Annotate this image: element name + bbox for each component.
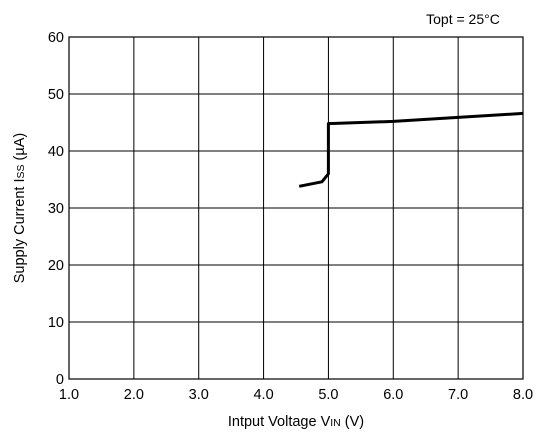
y-axis-ticks: 0 10 20 30 40 50 60 <box>48 30 64 388</box>
x-tick-label: 2.0 <box>124 387 144 403</box>
annotation-temperature: Topt = 25°C <box>426 11 500 27</box>
y-tick-label: 60 <box>48 30 64 46</box>
x-tick-label: 6.0 <box>383 387 403 403</box>
series-line <box>298 111 524 188</box>
x-tick-label: 8.0 <box>513 387 533 403</box>
y-tick-label: 0 <box>56 372 64 388</box>
y-tick-label: 30 <box>48 201 64 217</box>
x-tick-label: 7.0 <box>448 387 468 403</box>
x-tick-label: 3.0 <box>189 387 209 403</box>
x-tick-label: 4.0 <box>253 387 273 403</box>
y-tick-label: 50 <box>48 87 64 103</box>
x-axis-title: Intput Voltage VIN (V) <box>228 414 364 430</box>
series-layer <box>298 111 524 188</box>
grid <box>69 37 523 379</box>
y-axis-title: Supply Current ISS (µA) <box>12 133 28 284</box>
plot-frame <box>68 36 524 380</box>
x-axis-ticks: 1.0 2.0 3.0 4.0 5.0 6.0 7.0 8.0 <box>59 387 533 403</box>
x-tick-label: 5.0 <box>318 387 338 403</box>
y-tick-label: 40 <box>48 144 64 160</box>
y-tick-label: 20 <box>48 258 64 274</box>
y-tick-label: 10 <box>48 315 64 331</box>
x-tick-label: 1.0 <box>59 387 79 403</box>
